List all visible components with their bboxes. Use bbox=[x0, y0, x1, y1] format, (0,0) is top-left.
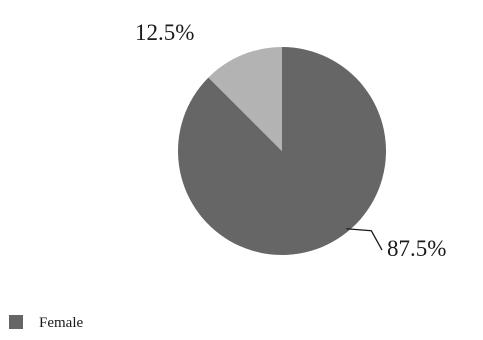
legend-swatch-female bbox=[9, 315, 23, 329]
pie-slices bbox=[177, 47, 386, 255]
legend-label-female: Female bbox=[39, 315, 83, 331]
data-label-other: 12.5% bbox=[135, 20, 194, 45]
data-label-female: 87.5% bbox=[387, 236, 446, 261]
legend: Female bbox=[9, 315, 83, 331]
leader-lines bbox=[346, 228, 383, 251]
leader-line-female bbox=[346, 228, 383, 251]
pie-slice-other bbox=[208, 47, 282, 151]
